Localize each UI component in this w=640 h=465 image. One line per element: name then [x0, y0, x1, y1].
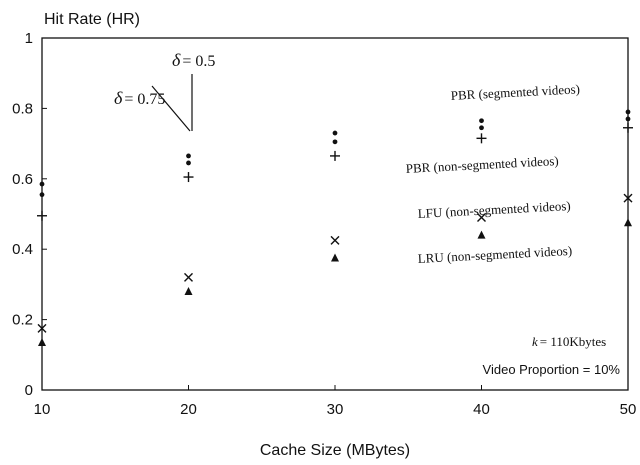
point-dot-50 [625, 116, 631, 122]
y-tick-label: 0.6 [12, 171, 33, 188]
point-triangle-50 [624, 218, 632, 227]
point-dot-10 [39, 181, 45, 187]
delta-high-leader [151, 85, 191, 132]
y-tick-label: 1 [25, 30, 33, 47]
delta-low-label: δ = 0.5 [172, 50, 215, 70]
y-tick-label: 0 [25, 382, 33, 399]
point-cross-40 [477, 213, 486, 223]
point-dot-10 [39, 192, 45, 198]
point-triangle-10 [38, 337, 46, 346]
data-marks [37, 109, 633, 346]
x-tick-label: 40 [473, 401, 490, 418]
x-tick-label: 20 [180, 401, 197, 418]
point-triangle-30 [331, 253, 339, 262]
y-tick-label: 0.8 [12, 100, 33, 117]
video-proportion-label: Video Proportion = 10% [483, 362, 621, 377]
point-plus-30 [330, 150, 340, 161]
pbr-nonsegmented-label: PBR (non-segmented videos) [405, 153, 559, 176]
point-cross-50 [623, 193, 633, 203]
k-parameter-label: k = 110Kbytes [532, 334, 606, 349]
point-dot-30 [332, 139, 338, 145]
point-dot-30 [332, 130, 338, 136]
point-plus-40 [476, 133, 487, 144]
y-axis-title: Hit Rate (HR) [44, 11, 140, 28]
point-plus-50 [623, 122, 633, 133]
point-triangle-40 [477, 230, 486, 239]
point-dot-50 [625, 109, 631, 115]
x-axis-title: Cache Size (MBytes) [260, 442, 410, 459]
y-tick-label: 0.4 [12, 241, 33, 258]
point-plus-10 [37, 210, 47, 221]
lru-label: LRU (non-segmented videos) [417, 243, 572, 266]
axis-ticks: 0 0.2 0.4 0.6 0.8 1 10 20 30 40 50 [12, 30, 636, 418]
x-tick-label: 10 [34, 401, 51, 418]
point-dot-20 [186, 153, 191, 159]
pbr-segmented-label: PBR (segmented videos) [450, 81, 580, 103]
point-triangle-20 [184, 286, 193, 295]
point-cross-30 [330, 235, 340, 245]
point-cross-20 [184, 272, 193, 282]
lfu-label: LFU (non-segmented videos) [417, 198, 571, 221]
x-tick-label: 50 [620, 401, 637, 418]
point-plus-20 [183, 172, 194, 183]
y-tick-label: 0.2 [12, 312, 33, 329]
point-dot-20 [186, 160, 191, 166]
point-dot-40 [479, 125, 484, 131]
x-tick-label: 30 [327, 401, 344, 418]
point-cross-10 [37, 323, 47, 333]
delta-high-label: δ = 0.75 [114, 88, 165, 108]
point-dot-40 [479, 118, 484, 124]
